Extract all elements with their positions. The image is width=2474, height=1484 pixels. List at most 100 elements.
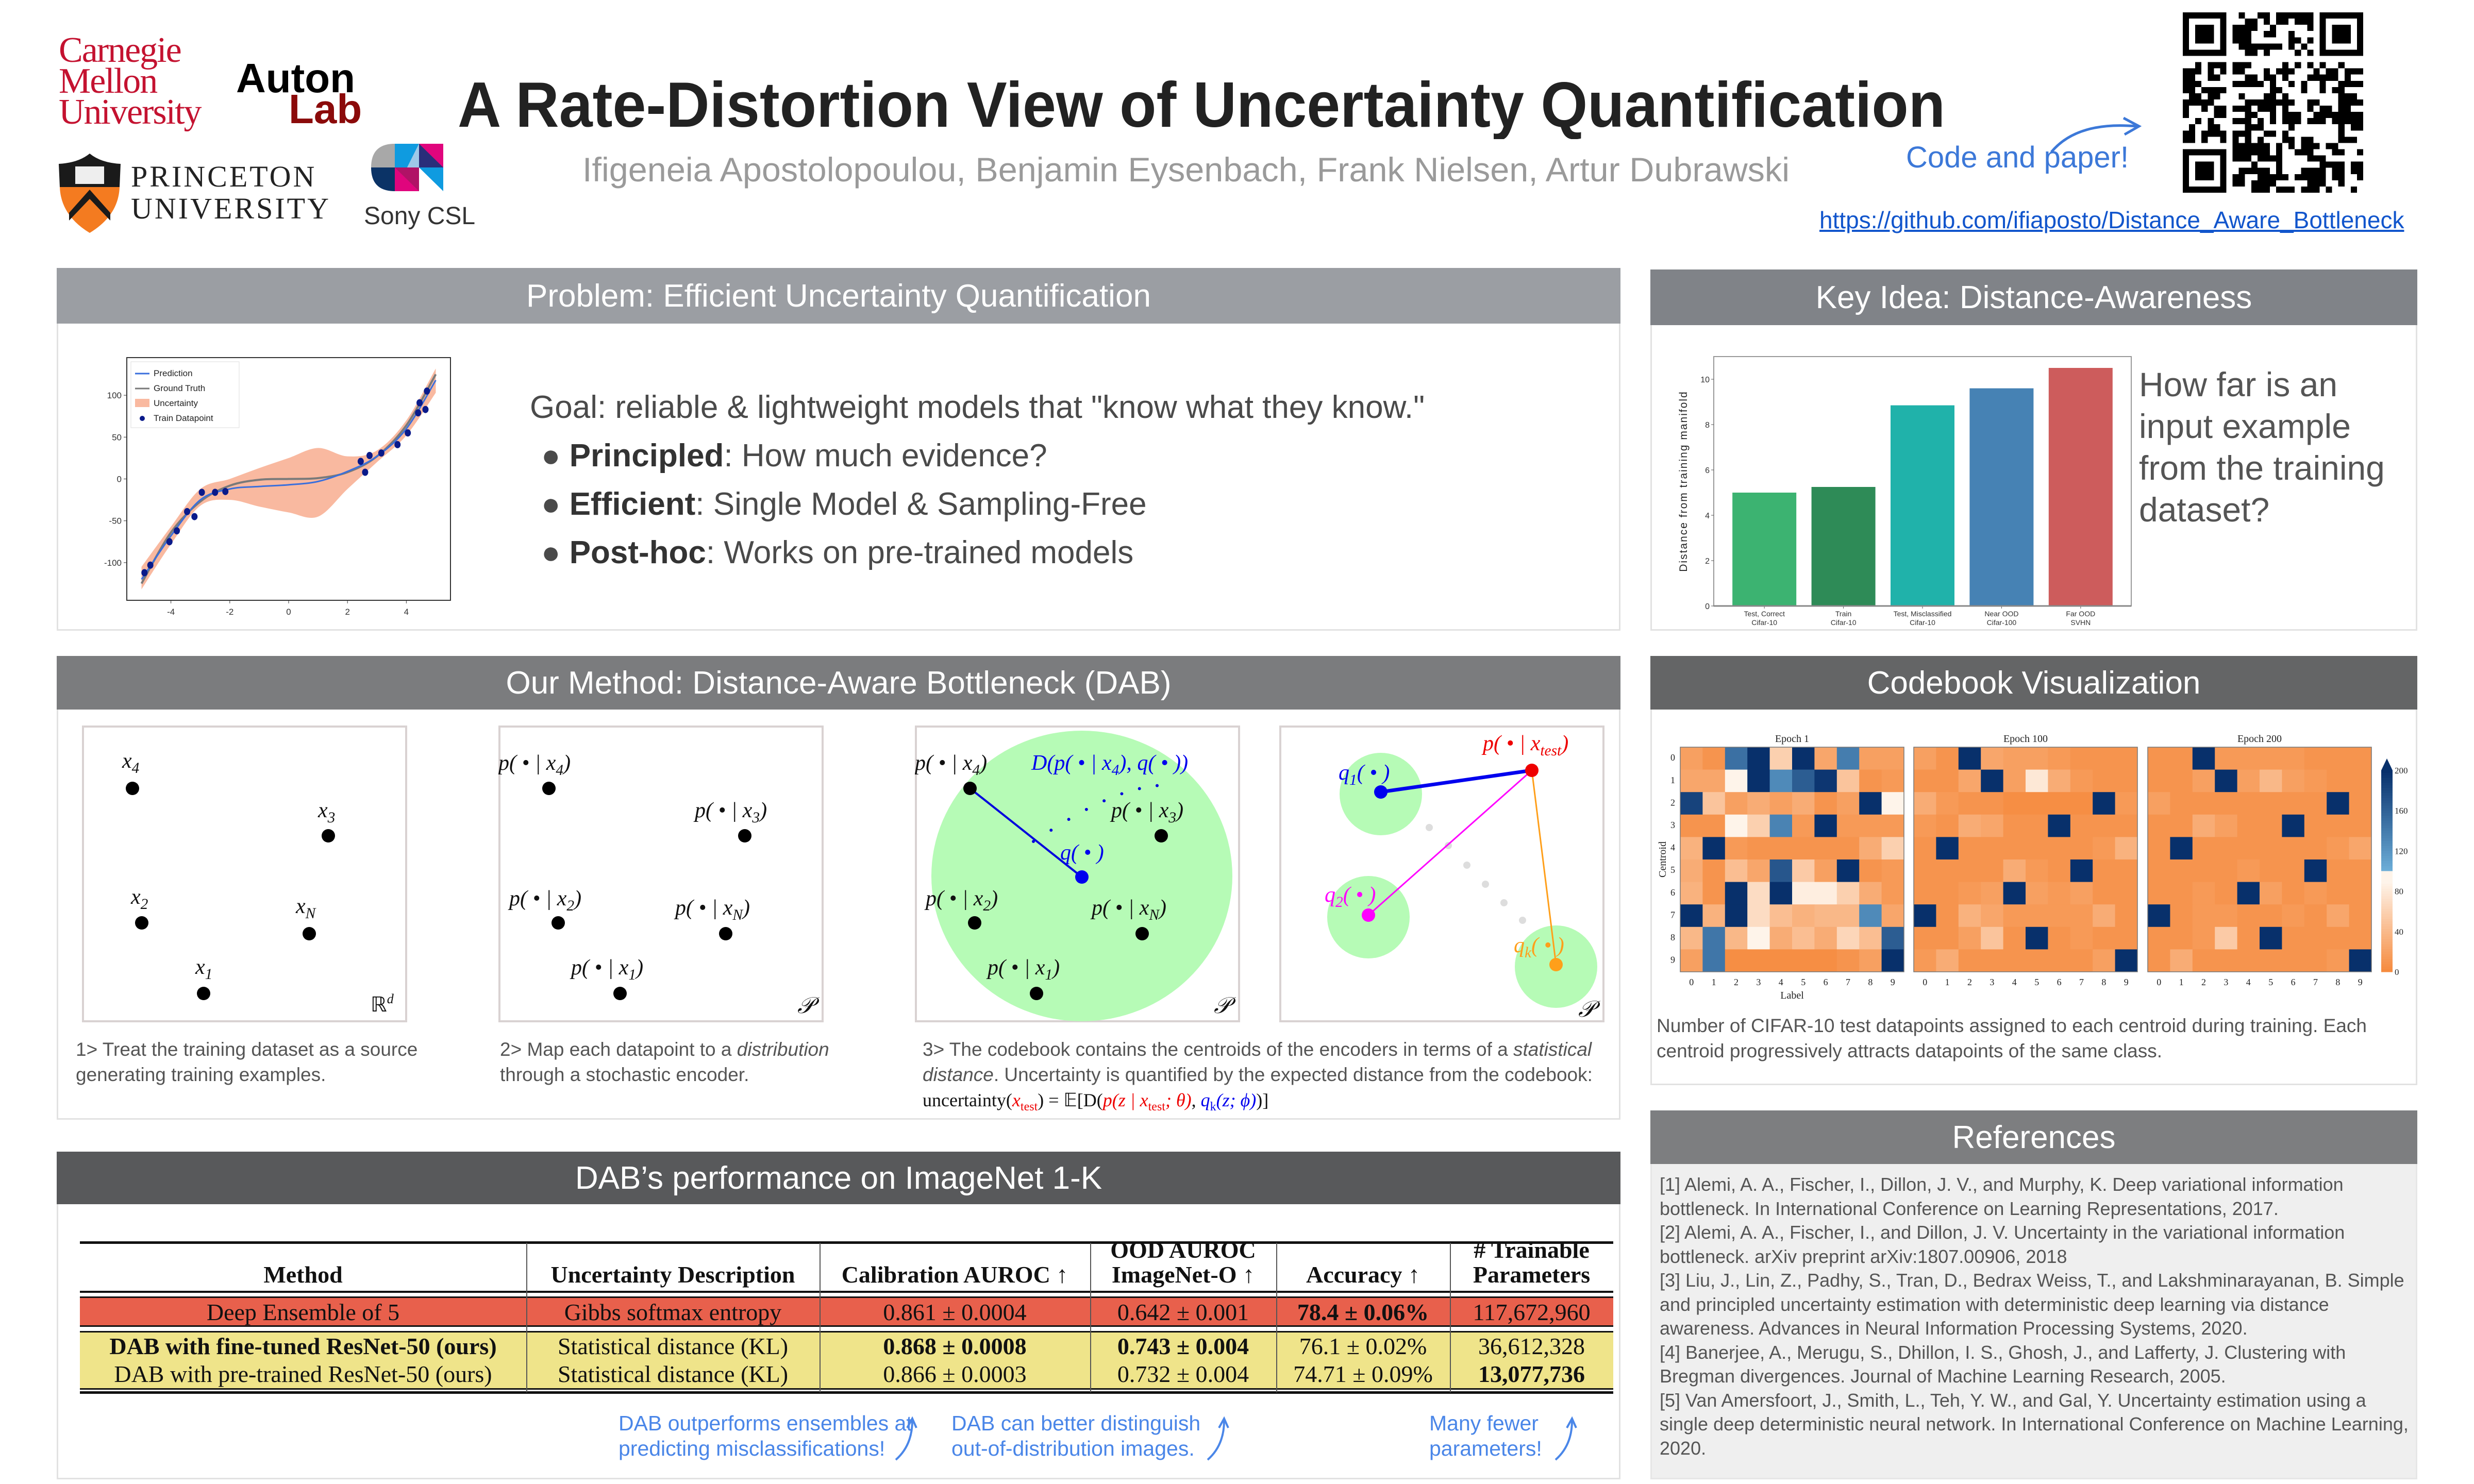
y-tick-label: 7 [1670, 909, 1675, 920]
label-sub: 1 [205, 966, 213, 983]
qr-module [2245, 43, 2251, 50]
bullet-bold: Efficient [569, 486, 696, 522]
colorbar-segment [2381, 783, 2393, 786]
heatmap-2: Epoch 100 0 1 2 3 4 5 6 7 8 9 [1913, 733, 2138, 987]
math-label: p( • | xtest) [1481, 732, 1568, 759]
qr-module [2356, 99, 2363, 106]
heatmap-cell [2349, 747, 2372, 770]
qr-module [2282, 118, 2289, 125]
qr-module [2307, 74, 2314, 81]
math-label: xN [295, 895, 316, 922]
qr-module [2238, 37, 2245, 44]
qr-module [2307, 62, 2314, 69]
qr-module [2338, 167, 2345, 174]
qr-module [2332, 112, 2338, 119]
train-datapoint [222, 487, 229, 495]
colorbar-segment [2381, 828, 2393, 831]
heatmap-cell [2215, 747, 2238, 770]
heatmap-cell [2260, 792, 2282, 815]
heatmap-cell [1981, 926, 2004, 950]
heatmap-cell [2003, 814, 2026, 837]
bar [1891, 405, 1954, 606]
qr-module [2307, 180, 2314, 187]
qr-module [2263, 74, 2270, 81]
uncertainty-formula: uncertainty(xtest) = 𝔼[D(p(z | xtest; θ)… [923, 1090, 1268, 1114]
heatmap-cell [2192, 837, 2215, 860]
qr-module [2356, 43, 2363, 50]
qr-module [2232, 155, 2239, 162]
qr-module [2269, 93, 2277, 99]
question-line: from the training [2139, 449, 2385, 487]
qr-module [2189, 99, 2196, 106]
qr-module [2326, 74, 2332, 81]
heatmap-cell [1836, 926, 1860, 950]
qr-module [2356, 118, 2363, 125]
colorbar-segment [2381, 843, 2393, 847]
x-tick-label: 6 [2057, 977, 2062, 987]
heatmap-cell [2048, 769, 2071, 792]
table-row-bg [80, 1298, 1613, 1326]
qr-module [2201, 25, 2208, 31]
x-tick-label: 9 [2358, 977, 2363, 987]
label-sub: 2 [141, 896, 148, 913]
heatmap-cell [1702, 837, 1726, 860]
heatmap-cell [1725, 904, 1748, 927]
heatmap-cell [2115, 792, 2138, 815]
heatmap-cell [1914, 814, 1936, 837]
qr-module [2251, 149, 2258, 156]
qr-code[interactable] [2182, 12, 2364, 193]
heatmap-cell [2260, 904, 2282, 927]
heatmap-cell [1814, 792, 1837, 815]
qr-module [2356, 25, 2363, 31]
qr-module [2313, 143, 2320, 149]
table-cell: Statistical distance (KL) [557, 1333, 789, 1359]
label-sub: 1 [1349, 772, 1357, 788]
heatmap-cell [1958, 747, 1981, 770]
ellipsis-dot [1032, 840, 1035, 843]
heatmap-cell [2093, 747, 2116, 770]
formula-part: test [1020, 1100, 1038, 1114]
qr-module [2301, 186, 2308, 193]
formula-part: q [1200, 1090, 1210, 1110]
qr-module [2282, 106, 2289, 112]
label-main: p( • | x [915, 751, 973, 775]
heatmap-cell [2148, 769, 2170, 792]
qr-module [2288, 118, 2295, 125]
colorbar-segment [2381, 818, 2393, 821]
label-main: p( • | x [498, 751, 556, 775]
heatmap-cell [2282, 926, 2305, 950]
colorbar-segment [2381, 858, 2393, 862]
qr-module [2288, 37, 2295, 44]
annotation-line: Many fewer [1429, 1411, 1539, 1435]
heatmap-cell [1981, 859, 2004, 883]
category-label: Cifar-10 [1831, 618, 1857, 627]
qr-module [2208, 37, 2214, 44]
heatmap-cell [2327, 904, 2350, 927]
math-label: p( • | x1) [570, 956, 643, 983]
qr-module [2214, 112, 2220, 119]
qr-module [2195, 99, 2202, 106]
sony-csl-logo-icon [371, 144, 443, 191]
github-link[interactable]: https://github.com/ifiaposto/Distance_Aw… [1819, 207, 2404, 233]
reference-item: [1] Alemi, A. A., Fischer, I., Dillon, J… [1660, 1174, 2344, 1219]
heatmap-cell [2148, 814, 2170, 837]
qr-module [2338, 149, 2345, 156]
x-tick-label: 1 [1712, 977, 1716, 987]
train-datapoint [174, 527, 180, 535]
colorbar-segment [2381, 921, 2393, 924]
colorbar-segment [2381, 919, 2393, 922]
train-datapoint [362, 468, 369, 476]
qr-module [2269, 106, 2277, 112]
heatmap-cell [1981, 837, 2004, 860]
qr-module [2183, 149, 2189, 156]
qr-module [2208, 186, 2214, 193]
qr-module [2332, 87, 2338, 93]
qr-module [2238, 25, 2245, 31]
heatmap-cell [1792, 747, 1815, 770]
label-sub: 3 [1168, 810, 1176, 826]
qr-module [2238, 12, 2245, 19]
qr-module [2326, 161, 2332, 168]
column-header-line: Method [263, 1261, 343, 1288]
ellipsis-dot [1120, 792, 1124, 796]
distance-bar-chart: Test, CorrectCifar-10TrainCifar-10Test, … [1678, 356, 2132, 627]
